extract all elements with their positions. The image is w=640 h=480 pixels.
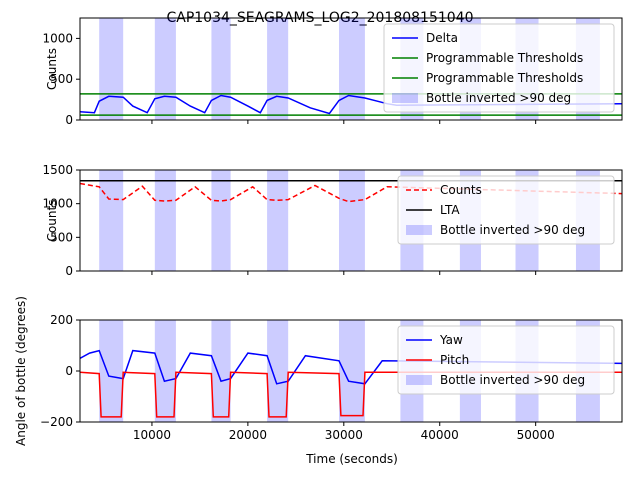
series-line-pitch — [80, 371, 622, 418]
y-tick-label: −200 — [40, 415, 73, 429]
y-tick-label: 500 — [50, 230, 73, 244]
bottle-inverted-span — [267, 320, 289, 422]
bottle-inverted-span — [339, 170, 365, 271]
chart-panel-3: −200 0 200 10000 20000 30000 40000 50000 Angle o… — [14, 296, 623, 446]
svg-text:Programmable Thresholds: Programmable Thresholds — [426, 71, 583, 85]
y-tick-label: 0 — [65, 113, 73, 127]
y-tick-label: 1500 — [42, 163, 73, 177]
y-tick-label: 500 — [50, 72, 73, 86]
svg-text:Yaw: Yaw — [439, 333, 463, 347]
legend-entry: Counts — [406, 183, 482, 197]
svg-text:Bottle inverted >90 deg: Bottle inverted >90 deg — [440, 223, 585, 237]
bottle-inverted-span — [339, 18, 365, 120]
x-tick-label: 10000 — [133, 428, 171, 442]
bottle-inverted-span — [99, 320, 124, 422]
series-line-yaw — [80, 349, 622, 385]
series-line-counts — [80, 182, 622, 203]
x-tick-label: 40000 — [421, 428, 459, 442]
y-tick-label: 0 — [65, 264, 73, 278]
bottle-inverted-span — [154, 320, 176, 422]
y-tick-label: 1000 — [42, 197, 73, 211]
svg-text:Counts: Counts — [440, 183, 482, 197]
bottle-inverted-span — [267, 170, 289, 271]
legend-entry: Bottle inverted >90 deg — [406, 373, 585, 387]
svg-text:LTA: LTA — [440, 203, 460, 217]
legend-entry: Yaw — [406, 333, 463, 347]
legend: Delta Programmable Thresholds Programmable… — [383, 23, 615, 113]
legend-entry: Bottle inverted >90 deg — [406, 223, 585, 237]
y-axis-label: Angle of bottle (degrees) — [14, 296, 28, 446]
svg-text:Pitch: Pitch — [440, 353, 469, 367]
bottle-inverted-span — [154, 18, 176, 120]
bottle-inverted-span — [211, 170, 231, 271]
bottle-inverted-span — [267, 18, 289, 120]
bottle-inverted-span — [99, 170, 124, 271]
bottle-inverted-span — [339, 320, 365, 422]
legend-entry: Delta — [392, 31, 458, 45]
legend-entry: Bottle inverted >90 deg — [392, 91, 571, 105]
axes-frame — [79, 169, 623, 272]
legend-entry: Pitch — [406, 353, 469, 367]
y-tick-label: 0 — [65, 364, 73, 378]
series-line-delta — [80, 94, 622, 115]
legend: Counts LTA Bottle inverted >90 deg — [397, 175, 615, 245]
x-axis-label: Time (seconds) — [305, 452, 398, 466]
axes-frame — [79, 17, 623, 121]
legend: Yaw Pitch Bottle inverted >90 deg — [397, 325, 615, 395]
x-tick-label: 30000 — [325, 428, 363, 442]
x-tick-label: 50000 — [517, 428, 555, 442]
y-tick-label: 200 — [50, 313, 73, 327]
svg-text:Delta: Delta — [426, 31, 458, 45]
legend-entry: LTA — [406, 203, 460, 217]
bottle-inverted-span — [211, 320, 231, 422]
y-axis-label: Counts — [45, 200, 59, 242]
y-tick-label: 1000 — [42, 31, 73, 45]
svg-text:Bottle inverted >90 deg: Bottle inverted >90 deg — [440, 373, 585, 387]
legend-entry: Programmable Thresholds — [392, 71, 583, 85]
y-axis-label: Counts — [45, 48, 59, 90]
legend-entry: Programmable Thresholds — [392, 51, 583, 65]
svg-text:Bottle inverted >90 deg: Bottle inverted >90 deg — [426, 91, 571, 105]
bottle-inverted-span — [99, 18, 124, 120]
chart-panel-1: 0 500 1000 Counts Delta Programmable Threshol… — [42, 17, 623, 127]
bottle-inverted-span — [211, 18, 231, 120]
bottle-inverted-span — [154, 170, 176, 271]
chart-panel-2: 0 500 1000 1500 Counts Counts LTA Bottle invert… — [42, 163, 623, 278]
svg-text:Programmable Thresholds: Programmable Thresholds — [426, 51, 583, 65]
x-tick-label: 20000 — [229, 428, 267, 442]
